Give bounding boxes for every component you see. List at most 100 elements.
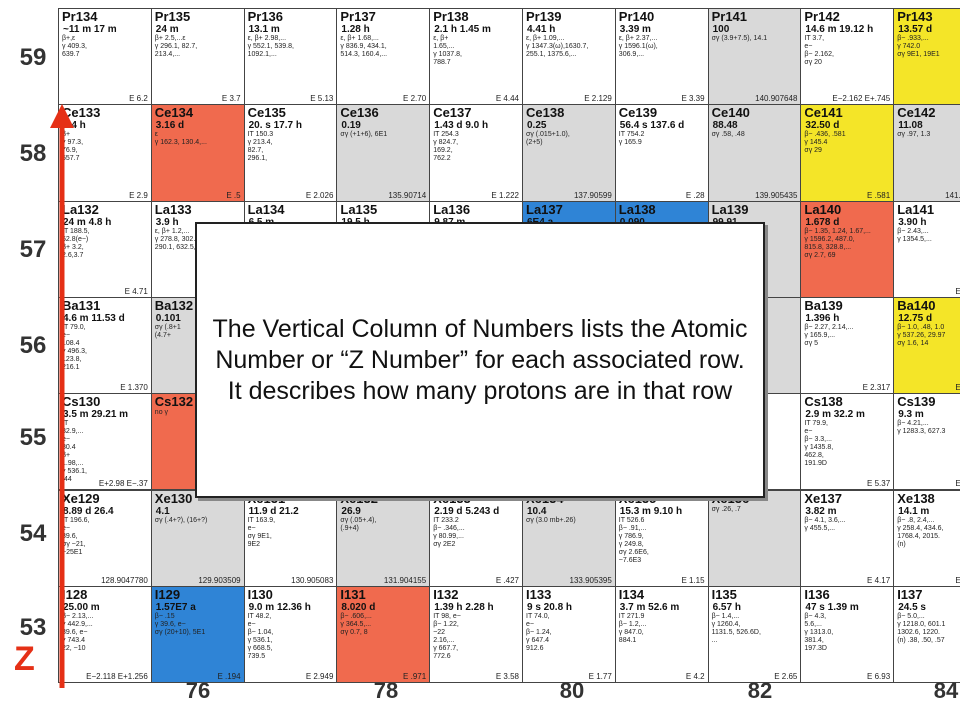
- z-label: 59: [19, 44, 47, 71]
- nuclide-symbol: I132: [433, 586, 459, 602]
- nuclide-cell: Pr136 13.1 m ε, β+ 2.98,... γ 552.1, 539.8…: [243, 8, 338, 106]
- decay-info: β− 4.3, 5.6,... γ 1313.0, 381.4, 197.3D: [804, 612, 834, 652]
- half-life: 2.1 h 1.45 m: [434, 24, 491, 35]
- nuclide-cell: I136 47 s 1.39 m β− 4.3, 5.6,... γ 1313.0,…: [800, 585, 895, 684]
- decay-info: ε, β+ 1.68,... γ 836.9, 434.1, 514.3, 16…: [340, 35, 388, 58]
- energy-value: 141.90924: [945, 190, 960, 200]
- energy-value: E 2.317: [862, 383, 891, 393]
- decay-info: no γ: [154, 409, 169, 417]
- decay-info: IT 271.9 β− 1.2,... γ 847.0, 884.1: [618, 612, 647, 644]
- nuclide-cell: Xe137 3.82 m β− 4.1, 3.6,... γ 455.5,... E …: [800, 489, 895, 587]
- energy-value: E 1.222: [491, 190, 519, 200]
- half-life: 11.9 d 21.2: [248, 505, 299, 517]
- nuclide-cell: Ce135 20. s 17.7 h IT 150.3 γ 213.4, 82.7,…: [243, 104, 338, 202]
- decay-info: ε, β+ 2.37,... γ 1596.1(ω), 306.9,...: [618, 35, 658, 58]
- half-life: 9 s 20.8 h: [527, 601, 573, 613]
- energy-value: E 4.44: [495, 94, 519, 104]
- energy-value: 137.90599: [573, 190, 612, 200]
- nuclide-symbol: Ce139: [618, 105, 658, 121]
- decay-info: ε, β+ 2.98,... γ 552.1, 539.8, 1092.1,..…: [247, 35, 294, 58]
- z-label: 58: [19, 140, 47, 167]
- decay-info: β− 4.1, 3.6,... γ 455.5,...: [804, 516, 846, 532]
- nuclide-symbol: Ba131: [62, 297, 101, 313]
- half-life: 3.16 d: [155, 120, 185, 132]
- half-life: 8.89 d 26.4: [63, 505, 114, 517]
- energy-value: 133.905395: [569, 575, 612, 585]
- decay-info: IT 254.3 γ 824.7, 169.2, 762.2: [433, 131, 459, 163]
- z-label: 55: [19, 424, 47, 451]
- decay-info: σγ (+1+6), 6E1: [340, 131, 388, 139]
- decay-info: IT 79.9, e− β− 3.3,... γ 1435.8, 462.8, …: [804, 420, 834, 468]
- nuclide-symbol: Ce142: [897, 105, 936, 121]
- half-life: 1.43 d 9.0 h: [434, 120, 489, 132]
- half-life: 26.9: [341, 505, 361, 517]
- energy-value: E 4.71: [124, 286, 148, 296]
- energy-value: 135.90714: [388, 190, 427, 200]
- energy-value: E .28: [685, 190, 705, 200]
- nuclide-symbol: Pr137: [340, 9, 376, 24]
- energy-value: E 2.949: [305, 672, 334, 682]
- nuclide-symbol: Pr143: [897, 9, 933, 24]
- n-label: 80: [559, 678, 585, 703]
- half-life: 0.25: [527, 120, 547, 132]
- half-life: 15.3 m 9.10 h: [619, 505, 683, 517]
- half-life: 5.4 h: [63, 120, 86, 132]
- decay-info: IT 74.0, e− β− 1.24, γ 647.4 912.6: [526, 612, 552, 652]
- energy-value: E 1.77: [588, 672, 612, 682]
- n-label: 76: [185, 678, 211, 703]
- half-life: 2.9 m 32.2 m: [805, 409, 865, 421]
- half-life: 3.9 h: [155, 216, 179, 228]
- decay-info: σγ (.015+1.0), (2+5): [526, 131, 570, 147]
- decay-info: β− 2.27, 2.14,... γ 165.9,... σγ 5: [804, 323, 854, 347]
- nuclide-symbol: I133: [526, 586, 552, 602]
- decay-info: IT 150.3 γ 213.4, 82.7, 296.1,: [247, 131, 274, 163]
- half-life: 13.57 d: [898, 24, 933, 35]
- nuclide-symbol: Xe138: [897, 490, 935, 506]
- n-label: 84: [933, 678, 959, 703]
- decay-info: σγ (.4+?), (16+?): [154, 516, 208, 524]
- decay-info: β− 1.35, 1.24, 1.67,... γ 1596.2, 487.0,…: [804, 227, 871, 259]
- half-life: 8.020 d: [341, 601, 376, 613]
- half-life: 14.6 m 19.12 h: [805, 24, 874, 35]
- z-label: 54: [19, 520, 47, 547]
- nuclide-symbol: I136: [804, 586, 830, 602]
- half-life: 3.90 h: [898, 216, 927, 228]
- half-life: 32.50 d: [805, 120, 840, 132]
- energy-value: E 4.2: [685, 672, 705, 682]
- nuclide-symbol: La136: [433, 201, 471, 217]
- half-life: 1.39 h 2.28 h: [434, 601, 494, 613]
- nuclide-cell: Pr140 3.39 m ε, β+ 2.37,... γ 1596.1(ω), 3…: [614, 8, 709, 106]
- decay-info: σγ (3.0 mb+.26): [526, 516, 576, 524]
- n-label: 78: [373, 678, 399, 703]
- nuclide-cell: I133 9 s 20.8 h IT 74.0, e− β− 1.24, γ 647…: [522, 585, 616, 684]
- decay-info: IT 48.2, e− β− 1.04, γ 536.1, γ 668.5, 7…: [247, 612, 274, 660]
- half-life: 14.1 m: [898, 505, 930, 517]
- nuclide-symbol: Ce133: [62, 105, 101, 121]
- decay-info: IT 98, e− β− 1.22, ~22 2.16,... γ 667.7,…: [433, 612, 461, 660]
- nuclide-symbol: I131: [340, 586, 366, 602]
- z-label: 57: [19, 236, 47, 263]
- nuclide-symbol: La139: [711, 201, 749, 217]
- energy-value: E .427: [495, 575, 519, 585]
- energy-value: E 1.047: [955, 383, 960, 392]
- nuclide-cell: I137 24.5 s β− 5.0,... γ 1218.0, 601.1 130…: [893, 585, 960, 684]
- nuclide-cell: Cs130 3.5 m 29.21 m IT 82.9,... e− 80.4 β+…: [58, 393, 152, 491]
- decay-info: σγ (3.9+7.5), 14.1: [711, 35, 768, 42]
- half-life: 9.0 m 12.36 h: [248, 601, 311, 613]
- decay-info: IT 163.9, e− σγ 9E1, 9E2: [247, 516, 276, 548]
- half-life: 0.101: [155, 312, 181, 324]
- decay-info: σγ (.8+1 (4.7+: [154, 323, 181, 339]
- energy-value: E 6.93: [867, 672, 891, 682]
- half-life: 24 m 4.8 h: [63, 216, 112, 228]
- energy-value: 131.904155: [383, 575, 427, 585]
- nuclide-symbol: Pr134: [62, 9, 98, 24]
- decay-info: σγ .58, .48: [711, 131, 745, 139]
- half-life: 4.6 m 11.53 d: [63, 312, 125, 324]
- energy-value: E+2.98 E−.37: [98, 479, 148, 489]
- nuclide-cell: Xe132 26.9 σγ (.05+.4), (.9+4) 131.904155: [336, 489, 431, 587]
- decay-info: β− 2.43,... γ 1354.5,...: [897, 227, 932, 243]
- nuclide-symbol: Pr142: [804, 9, 840, 24]
- nuclide-symbol: I129: [154, 586, 181, 602]
- half-life: 4.41 h: [527, 24, 556, 35]
